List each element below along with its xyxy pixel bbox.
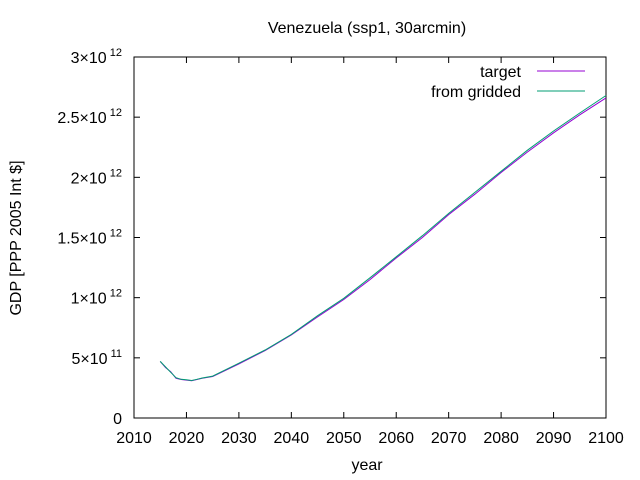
series-line-target [159,97,607,382]
plot-area-frame [133,56,607,419]
y-tick-label: 2×10 12 [71,167,122,187]
x-axis-label: year [351,457,383,474]
axis-ticks: 2010 2020 2030 2040 2050 2060 2070 2080 2090 2100… [57,47,624,447]
y-axis-label: GDP [PPP 2005 Int $] [8,160,25,315]
legend-label: target [480,64,521,81]
y-tick-label: 3×10 12 [71,47,122,67]
y-tick-label: 5×10 11 [71,348,122,368]
legend-label: from gridded [431,84,521,101]
x-tick-label: 2030 [221,430,257,447]
x-tick-label: 2050 [326,430,362,447]
series-line-from-gridded [159,95,607,382]
x-tick-label: 2040 [274,430,310,447]
x-tick-label: 2080 [483,430,519,447]
y-tick-label: 2.5×10 12 [57,107,122,127]
x-tick-label: 2010 [116,430,152,447]
series-layer [159,95,607,382]
x-tick-label: 2070 [431,430,467,447]
x-tick-label: 2060 [378,430,414,447]
x-tick-label: 2020 [169,430,205,447]
x-tick-label: 2100 [588,430,624,447]
chart-title: Venezuela (ssp1, 30arcmin) [268,20,466,37]
y-tick-label: 1.5×10 12 [57,228,122,248]
x-tick-label: 2090 [536,430,572,447]
legend: target from gridded [431,64,585,101]
y-tick-label: 0 [113,411,122,428]
y-tick-label: 1×10 12 [71,288,122,308]
